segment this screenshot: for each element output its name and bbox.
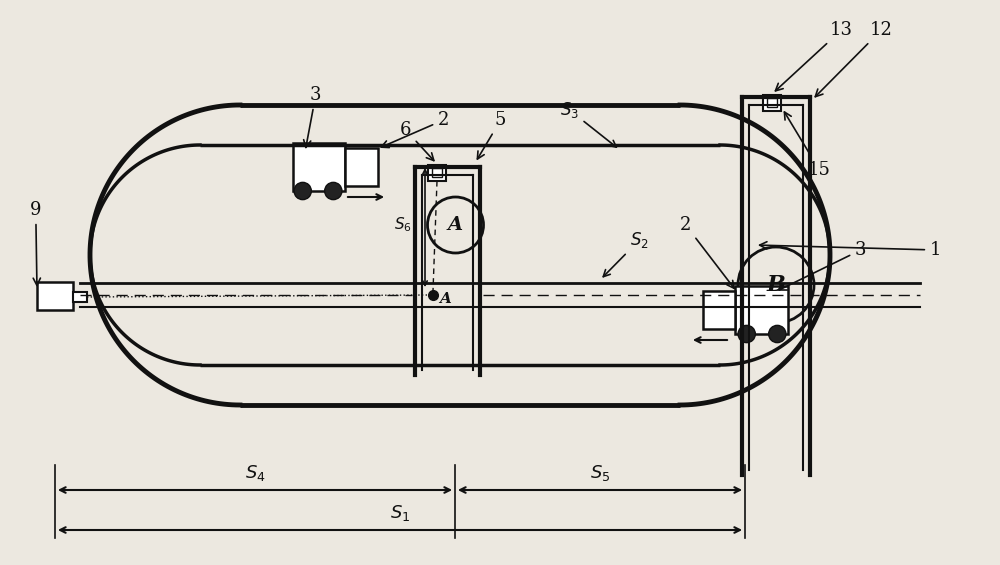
Text: 2: 2 [381, 111, 449, 147]
Text: 5: 5 [477, 111, 506, 159]
Text: 6: 6 [400, 121, 434, 160]
Text: 9: 9 [30, 201, 42, 285]
Text: $S_4$: $S_4$ [245, 463, 265, 483]
Text: $S_6$: $S_6$ [394, 215, 412, 234]
Bar [767, 98, 777, 107]
Bar [702, 291, 735, 329]
Text: 3: 3 [779, 241, 866, 290]
Bar [292, 143, 345, 191]
Text: 15: 15 [784, 112, 831, 179]
Text: 13: 13 [775, 21, 853, 91]
Text: $S_5$: $S_5$ [590, 463, 610, 483]
Bar [345, 148, 378, 186]
Text: A: A [448, 216, 463, 234]
Bar [763, 95, 781, 111]
Text: $S_1$: $S_1$ [390, 503, 410, 523]
Circle shape [738, 325, 755, 342]
Circle shape [294, 182, 311, 199]
Circle shape [769, 325, 786, 342]
Text: 2: 2 [680, 216, 734, 288]
Bar [73, 292, 87, 302]
Text: 12: 12 [815, 21, 893, 97]
Bar [428, 165, 446, 181]
Text: A: A [439, 292, 451, 306]
Text: 1: 1 [760, 241, 942, 259]
Bar [432, 168, 442, 177]
Text: $S_2$: $S_2$ [603, 230, 649, 277]
Circle shape [325, 182, 342, 199]
Text: B: B [767, 274, 785, 296]
Text: $S_3$: $S_3$ [560, 100, 616, 147]
Bar [37, 282, 73, 310]
Bar [735, 286, 788, 334]
Text: 3: 3 [304, 86, 322, 147]
